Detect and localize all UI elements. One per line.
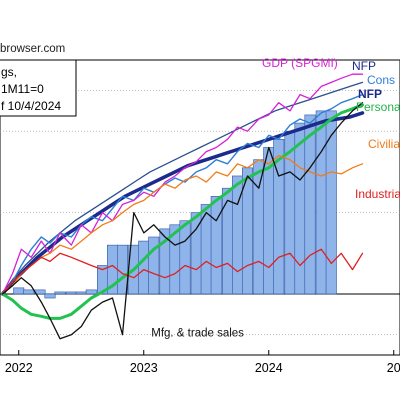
bar-6: [75, 291, 87, 295]
series-label-3: GDP (SPGMI): [262, 56, 338, 70]
bar-12: [138, 240, 150, 295]
bar-4: [54, 291, 66, 295]
x-tick-label-1: 2023: [130, 361, 158, 375]
bar-29: [315, 110, 327, 295]
series-line-4: [1, 103, 364, 320]
bar-28: [304, 114, 316, 295]
series-label-1: NFP: [352, 59, 376, 73]
bar-0: [13, 287, 25, 295]
legend-box-frame: [0, 59, 77, 117]
series-label-5: Civilia: [368, 137, 400, 151]
bar-30: [325, 110, 337, 295]
x-tick-label-2: 2024: [255, 361, 283, 375]
series-line-7: [1, 102, 364, 340]
series-line-5: [1, 154, 364, 295]
plot-area: [0, 59, 400, 356]
series-label-2: Cons: [367, 73, 395, 87]
bar-1: [23, 289, 35, 295]
series-line-2: [1, 93, 364, 295]
x-tick-label-3: 20: [387, 361, 400, 375]
series-line-0: [0, 111, 365, 296]
bar-10: [116, 244, 129, 295]
header-text: browser.com: [0, 43, 65, 55]
annotation-0: Mfg. & trade sales: [151, 328, 244, 340]
bar-20: [221, 187, 234, 295]
series-line-3: [1, 73, 364, 295]
bar-16: [179, 220, 191, 295]
series-label-4: Persona: [356, 100, 400, 114]
legend-box: gs, 1M11=0 f 10/4/2024: [0, 59, 77, 117]
x-tick-label-0: 2022: [5, 361, 33, 375]
x-axis-ticks: 2022 2023 2024 20: [5, 350, 400, 375]
series-label-0: NFP: [358, 87, 382, 101]
bar-7: [85, 289, 97, 295]
bar-19: [210, 196, 222, 295]
bar-5: [65, 291, 77, 295]
bar-17: [190, 212, 202, 295]
bar-23: [253, 159, 265, 295]
bar-series: [13, 110, 337, 299]
bar-3: [44, 293, 56, 299]
bar-27: [294, 122, 306, 295]
bar-13: [148, 236, 160, 295]
legend-box-line-2: 1M11=0: [1, 82, 44, 96]
legend-box-line-1: gs,: [1, 65, 17, 79]
line-series: [0, 73, 365, 340]
series-label-6: Industria: [355, 187, 400, 201]
series-line-6: [1, 248, 364, 295]
legend-box-line-3: f 10/4/2024: [1, 99, 61, 113]
